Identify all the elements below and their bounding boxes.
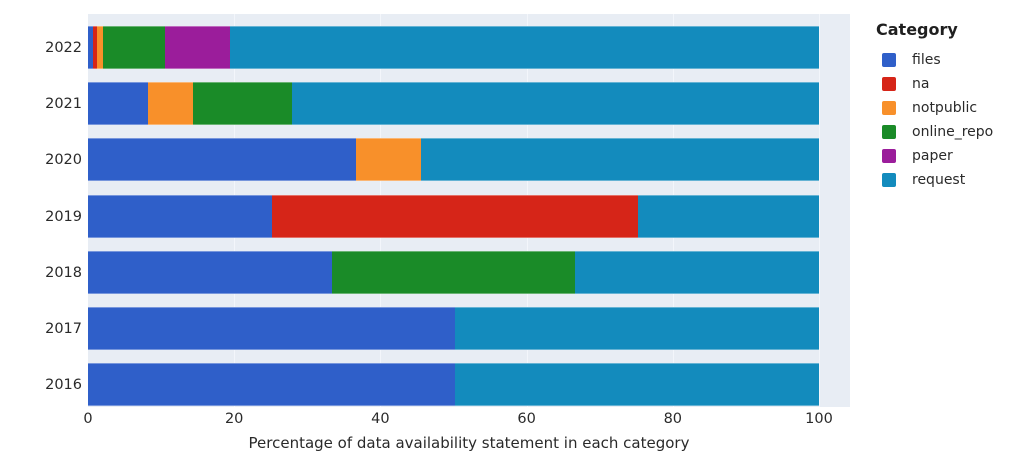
- y-axis: 2022 2021 2020 2019 2018 2017 2016: [0, 14, 82, 407]
- stacked-bar-2022[interactable]: [88, 26, 819, 69]
- gridline: [819, 14, 820, 407]
- y-axis-tick-2017: 2017: [45, 321, 82, 337]
- legend-item-notpublic[interactable]: notpublic: [882, 96, 1022, 120]
- y-axis-tick-2018: 2018: [45, 264, 82, 281]
- bar-segment-paper[interactable]: [165, 26, 230, 69]
- legend-label-files: files: [912, 52, 941, 68]
- x-axis-tick-80: 80: [663, 411, 683, 427]
- bar-segment-request[interactable]: [229, 26, 819, 69]
- stacked-bar-2017[interactable]: [88, 307, 819, 350]
- legend-label-na: na: [912, 76, 930, 92]
- legend-item-paper[interactable]: paper: [882, 144, 1022, 168]
- bar-segment-files[interactable]: [88, 194, 273, 238]
- bar-segment-files[interactable]: [88, 363, 455, 407]
- bar-segment-online_repo[interactable]: [193, 82, 292, 126]
- legend-swatch-na: [882, 77, 896, 91]
- legend-swatch-request: [882, 173, 896, 187]
- legend-item-files[interactable]: files: [882, 48, 1022, 72]
- y-axis-tick-2021: 2021: [45, 96, 82, 113]
- stacked-bar-2016[interactable]: [88, 363, 819, 407]
- bar-segment-request[interactable]: [420, 138, 819, 182]
- legend-item-na[interactable]: na: [882, 72, 1022, 96]
- stacked-bar-2019[interactable]: [88, 194, 819, 238]
- legend-label-online_repo: online_repo: [912, 124, 994, 140]
- legend-label-request: request: [912, 172, 966, 188]
- stacked-bar-2018[interactable]: [88, 250, 819, 294]
- legend-item-online_repo[interactable]: online_repo: [882, 120, 1022, 144]
- bar-segment-files[interactable]: [88, 26, 94, 69]
- bar-segment-online_repo[interactable]: [102, 26, 166, 69]
- bar-segment-na[interactable]: [272, 194, 638, 238]
- x-axis: 0 20 40 60 80 100: [83, 409, 850, 435]
- legend-title: Category: [876, 20, 958, 39]
- bar-segment-notpublic[interactable]: [96, 26, 103, 69]
- legend-label-paper: paper: [912, 148, 953, 164]
- legend-swatch-paper: [882, 149, 896, 163]
- stacked-bar-2020[interactable]: [88, 138, 819, 182]
- bar-segment-files[interactable]: [88, 138, 356, 182]
- bar-row: [88, 194, 850, 238]
- bar-segment-request[interactable]: [454, 307, 819, 350]
- bar-segment-notpublic[interactable]: [147, 82, 194, 126]
- bar-segment-online_repo[interactable]: [332, 250, 575, 294]
- legend-swatch-online_repo: [882, 125, 896, 139]
- x-axis-tick-60: 60: [517, 411, 536, 427]
- bar-row: [88, 250, 850, 294]
- bar-segment-na[interactable]: [93, 26, 97, 69]
- bar-row: [88, 26, 850, 69]
- legend-swatch-notpublic: [882, 101, 896, 115]
- bar-segment-files[interactable]: [88, 307, 455, 350]
- y-axis-tick-2020: 2020: [45, 152, 82, 169]
- y-axis-tick-2016: 2016: [45, 377, 82, 394]
- x-axis-tick-20: 20: [224, 411, 244, 427]
- bar-segment-files[interactable]: [88, 82, 148, 126]
- bar-row: [88, 138, 850, 182]
- bar-segment-request[interactable]: [291, 82, 819, 126]
- bar-row: [88, 82, 850, 126]
- legend-label-notpublic: notpublic: [912, 100, 978, 116]
- stacked-bar-2021[interactable]: [88, 82, 819, 126]
- bar-segment-request[interactable]: [454, 363, 819, 407]
- legend-swatch-files: [882, 53, 896, 67]
- bar-row: [88, 363, 850, 407]
- bar-segment-files[interactable]: [88, 250, 333, 294]
- bar-segment-request[interactable]: [574, 250, 819, 294]
- x-axis-title: Percentage of data availability statemen…: [248, 434, 690, 452]
- x-axis-tick-100: 100: [805, 411, 833, 427]
- x-axis-tick-40: 40: [371, 411, 390, 427]
- y-axis-tick-2019: 2019: [45, 208, 82, 225]
- legend-item-request[interactable]: request: [882, 168, 1022, 192]
- x-axis-tick-0: 0: [83, 411, 93, 427]
- plot-area: [88, 14, 850, 407]
- y-axis-tick-2022: 2022: [45, 40, 82, 56]
- bar-row: [88, 307, 850, 350]
- bar-segment-notpublic[interactable]: [355, 138, 421, 182]
- bar-segment-request[interactable]: [637, 194, 819, 238]
